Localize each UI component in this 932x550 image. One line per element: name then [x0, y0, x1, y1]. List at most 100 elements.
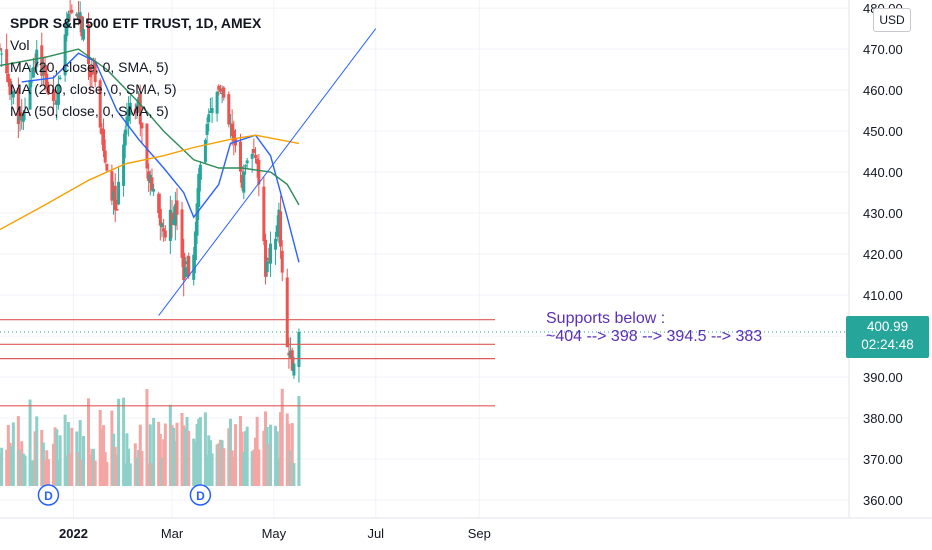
candle-body [203, 139, 207, 163]
volume-bar [127, 448, 131, 486]
volume-bar [192, 438, 196, 486]
volume-bar [110, 410, 114, 486]
volume-bar [289, 450, 293, 486]
legend-ma50[interactable]: MA (50, close, 0, SMA, 5) [10, 103, 169, 119]
candle-body [269, 243, 273, 264]
volume-bar [185, 416, 189, 486]
volume-bar [257, 449, 261, 486]
candle-body [90, 72, 94, 75]
candle-body [163, 230, 167, 238]
time-tick-label: Sep [468, 526, 491, 541]
volume-bar [232, 456, 236, 486]
ma-line-50 [0, 48, 300, 206]
candle-body [102, 129, 106, 151]
candle-body [245, 160, 249, 164]
candle-body [192, 254, 196, 280]
price-tick-label: 420.00 [863, 247, 903, 262]
candle-body [93, 61, 97, 83]
candle-body [218, 88, 222, 92]
candle-body [208, 111, 212, 113]
legend-vol[interactable]: Vol [10, 37, 30, 53]
volume-bar [115, 454, 119, 486]
candle-body [31, 67, 35, 78]
volume-bar [265, 426, 269, 486]
volume-bar [5, 449, 9, 486]
volume-bar [183, 428, 187, 486]
volume-bar [254, 437, 258, 486]
candle-body [112, 191, 116, 200]
volume-bar [70, 427, 74, 486]
volume-bars [0, 388, 301, 486]
volume-bar [20, 441, 24, 486]
candle-body [285, 277, 289, 348]
candle-body [217, 85, 221, 90]
candle-body [187, 256, 191, 277]
volume-bar [122, 397, 126, 486]
candle-body [240, 174, 244, 188]
volume-bar [140, 451, 144, 486]
volume-bar [207, 435, 211, 486]
time-tick-label: 2022 [59, 526, 88, 541]
volume-bar [217, 443, 221, 486]
volume-bar [274, 425, 278, 486]
volume-bar [0, 447, 4, 486]
volume-bar [182, 425, 186, 486]
candle-body [274, 238, 278, 250]
volume-bar [135, 457, 139, 486]
candle-body [127, 108, 131, 122]
volume-bar [68, 453, 72, 486]
candle-body [110, 171, 114, 201]
volume-bar [102, 425, 106, 486]
volume-bar [11, 422, 15, 486]
volume-bar [290, 423, 294, 486]
candle-body [232, 130, 236, 142]
volume-bar [46, 459, 50, 486]
volume-bar [220, 440, 224, 486]
candle-body [66, 13, 70, 22]
volume-bar [138, 424, 142, 486]
candle-body [297, 332, 301, 367]
chart-legend: SPDR S&P 500 ETF TRUST, 1D, AMEX Vol MA … [10, 12, 261, 122]
volume-bar [53, 427, 57, 486]
candle-body [105, 163, 109, 171]
volume-bar [292, 463, 296, 486]
candle-body [289, 350, 293, 358]
candle-body [198, 164, 202, 180]
last-price: 400.99 [866, 319, 909, 334]
legend-title: SPDR S&P 500 ETF TRUST, 1D, AMEX [10, 15, 262, 31]
candle-body [113, 185, 117, 211]
candle-body [290, 350, 294, 371]
candle-body [157, 193, 161, 214]
currency-button[interactable]: USD [873, 8, 911, 32]
time-axis: 2022 Mar May Jul Sep [59, 526, 491, 541]
volume-bar [148, 424, 152, 486]
candle-body [152, 189, 156, 192]
volume-bar [205, 454, 209, 486]
volume-bar [16, 416, 20, 486]
volume-bar [227, 428, 231, 486]
candle-body [68, 11, 72, 13]
volume-bar [80, 459, 84, 486]
legend-ma200[interactable]: MA (200, close, 0, SMA, 5) [10, 81, 177, 97]
legend-ma20[interactable]: MA (20, close, 0, SMA, 5) [10, 59, 169, 75]
volume-bar [150, 463, 154, 486]
volume-bar [297, 395, 301, 486]
volume-bar [180, 412, 184, 486]
candle-body [264, 239, 268, 277]
ma-line-20 [21, 52, 300, 263]
volume-bar [147, 463, 151, 486]
candle-body [252, 149, 256, 153]
price-tick-label: 440.00 [863, 165, 903, 180]
candle-body [98, 80, 102, 128]
candle-body [277, 209, 281, 228]
candle-body [103, 150, 107, 163]
volume-bar [252, 449, 256, 486]
volume-bar [158, 433, 162, 486]
candle-body [158, 208, 162, 226]
candle-body [182, 252, 186, 281]
candle-body [128, 103, 132, 115]
candle-body [88, 65, 92, 78]
candle-body [193, 231, 197, 261]
candle-body [254, 155, 258, 158]
